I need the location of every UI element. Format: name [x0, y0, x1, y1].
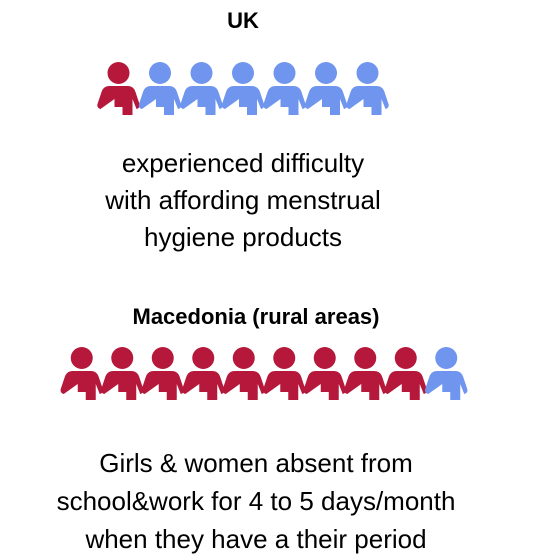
icon-body	[304, 86, 348, 115]
person-icon	[344, 347, 387, 400]
person-icon	[263, 347, 306, 400]
icon-head	[394, 347, 417, 369]
person-icon	[138, 62, 182, 115]
icon-head	[151, 347, 174, 369]
icon-head	[232, 347, 255, 369]
person-icon	[141, 347, 184, 400]
description-line: with affording menstrual	[104, 185, 381, 215]
icon-body	[141, 371, 184, 400]
icon-head	[190, 62, 213, 84]
person-icon	[180, 62, 223, 115]
icon-body	[303, 371, 346, 400]
description-line: experienced difficulty	[122, 148, 364, 178]
person-icon	[304, 62, 348, 115]
icon-head	[149, 62, 171, 84]
person-icon	[101, 347, 144, 400]
icon-body	[384, 371, 427, 400]
icon-head	[111, 347, 134, 369]
icon-rows	[60, 62, 468, 400]
description-line: Girls & women absent from	[99, 448, 413, 478]
icon-body	[344, 371, 387, 400]
icon-head	[107, 62, 130, 84]
person-icon	[221, 62, 265, 115]
icon-head	[313, 347, 336, 369]
icon-head	[435, 347, 458, 369]
icon-head	[232, 62, 254, 84]
icon-body	[221, 86, 265, 115]
icon-head	[315, 62, 337, 84]
icon-body	[180, 86, 223, 115]
description-line: when they have a their period	[84, 524, 426, 554]
icon-body	[263, 86, 306, 115]
icon-body	[425, 371, 468, 400]
icon-body	[138, 86, 182, 115]
person-icon	[222, 347, 265, 400]
icon-head	[273, 347, 296, 369]
icon-body	[222, 371, 265, 400]
person-icon	[384, 347, 427, 400]
person-icon	[97, 62, 140, 115]
icon-body	[97, 86, 140, 115]
icon-head	[356, 62, 379, 84]
person-icon	[263, 62, 306, 115]
icon-body	[346, 86, 389, 115]
section-title: UK	[227, 8, 259, 33]
person-icon	[303, 347, 346, 400]
text-blocks: experienced difficulty with affording men…	[57, 148, 456, 554]
person-icon	[60, 347, 103, 400]
description-line: hygiene products	[144, 222, 342, 252]
icon-head	[192, 347, 215, 369]
icon-body	[263, 371, 306, 400]
person-icon	[425, 347, 468, 400]
person-icon	[182, 347, 225, 400]
icon-body	[101, 371, 144, 400]
section-title: Macedonia (rural areas)	[133, 304, 380, 329]
icon-body	[60, 371, 103, 400]
description-line: school&work for 4 to 5 days/month	[57, 486, 456, 516]
icon-head	[354, 347, 377, 369]
person-icon	[346, 62, 389, 115]
icon-head	[70, 347, 93, 369]
icon-body	[182, 371, 225, 400]
icon-head	[273, 62, 296, 84]
